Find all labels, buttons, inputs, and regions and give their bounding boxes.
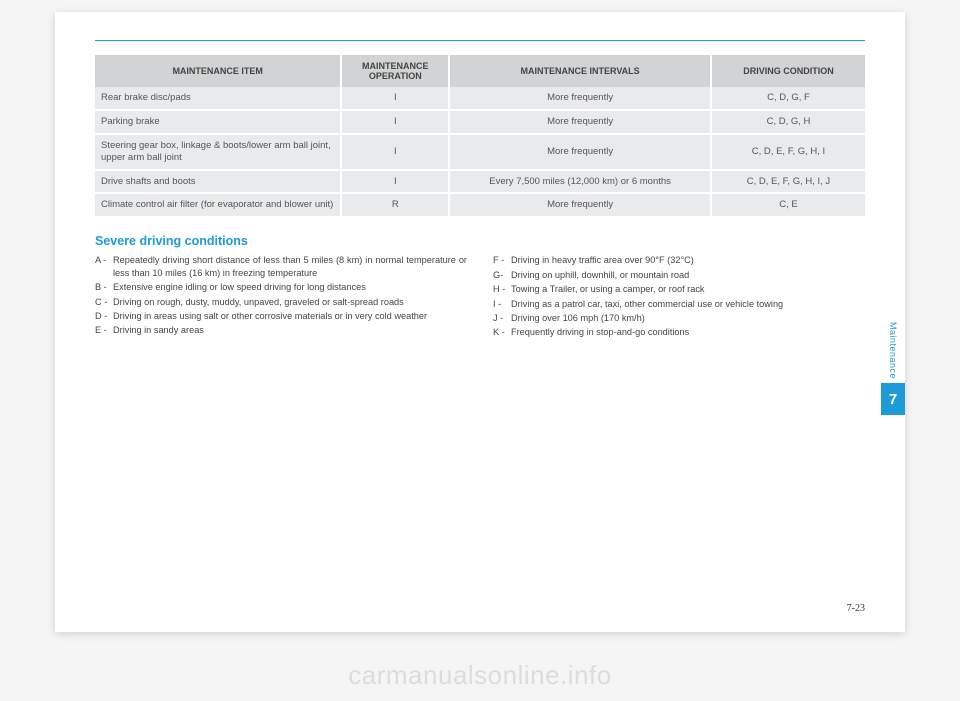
col-operation: MAINTENANCE OPERATION <box>341 55 449 87</box>
table-row: Steering gear box, linkage & boots/lower… <box>95 134 865 170</box>
page-number: 7-23 <box>847 603 865 614</box>
cond-label: I - <box>493 298 511 310</box>
section-title: Severe driving conditions <box>95 234 865 248</box>
cond-text: Driving in sandy areas <box>113 324 467 336</box>
conditions-right: F -Driving in heavy traffic area over 90… <box>493 254 865 341</box>
cell-op: I <box>341 170 449 194</box>
cond-text: Driving as a patrol car, taxi, other com… <box>511 298 865 310</box>
table-row: Rear brake disc/pads I More frequently C… <box>95 87 865 110</box>
cond-label: A - <box>95 254 113 279</box>
condition-item: K -Frequently driving in stop-and-go con… <box>493 326 865 338</box>
maintenance-table: MAINTENANCE ITEM MAINTENANCE OPERATION M… <box>95 55 865 218</box>
cond-text: Driving in heavy traffic area over 90°F … <box>511 254 865 266</box>
manual-page: MAINTENANCE ITEM MAINTENANCE OPERATION M… <box>55 12 905 632</box>
cell-interval: More frequently <box>449 134 711 170</box>
cond-text: Driving on rough, dusty, muddy, unpaved,… <box>113 296 467 308</box>
condition-item: D -Driving in areas using salt or other … <box>95 310 467 322</box>
cell-item: Parking brake <box>95 110 341 134</box>
cond-text: Extensive engine idling or low speed dri… <box>113 281 467 293</box>
cell-op: R <box>341 193 449 217</box>
cond-label: D - <box>95 310 113 322</box>
cell-op: I <box>341 110 449 134</box>
cond-text: Repeatedly driving short distance of les… <box>113 254 467 279</box>
cell-interval: More frequently <box>449 87 711 110</box>
cell-item: Climate control air filter (for evaporat… <box>95 193 341 217</box>
cell-item: Drive shafts and boots <box>95 170 341 194</box>
watermark: carmanualsonline.info <box>0 660 960 691</box>
side-tab: Maintenance 7 <box>881 322 905 415</box>
condition-item: H -Towing a Trailer, or using a camper, … <box>493 283 865 295</box>
cond-label: F - <box>493 254 511 266</box>
col-condition: DRIVING CONDITION <box>711 55 865 87</box>
table-row: Parking brake I More frequently C, D, G,… <box>95 110 865 134</box>
cond-label: K - <box>493 326 511 338</box>
table-header-row: MAINTENANCE ITEM MAINTENANCE OPERATION M… <box>95 55 865 87</box>
cond-label: H - <box>493 283 511 295</box>
condition-item: I -Driving as a patrol car, taxi, other … <box>493 298 865 310</box>
cond-text: Driving in areas using salt or other cor… <box>113 310 467 322</box>
condition-item: F -Driving in heavy traffic area over 90… <box>493 254 865 266</box>
cond-label: E - <box>95 324 113 336</box>
cell-cond: C, E <box>711 193 865 217</box>
cell-cond: C, D, G, F <box>711 87 865 110</box>
conditions-left: A -Repeatedly driving short distance of … <box>95 254 467 341</box>
conditions-columns: A -Repeatedly driving short distance of … <box>95 254 865 341</box>
cond-text: Driving over 106 mph (170 km/h) <box>511 312 865 324</box>
cell-op: I <box>341 134 449 170</box>
table-body: Rear brake disc/pads I More frequently C… <box>95 87 865 217</box>
cell-cond: C, D, E, F, G, H, I <box>711 134 865 170</box>
cond-label: C - <box>95 296 113 308</box>
col-item: MAINTENANCE ITEM <box>95 55 341 87</box>
chapter-tab: 7 <box>881 383 905 415</box>
header-rule <box>95 40 865 41</box>
cell-item: Rear brake disc/pads <box>95 87 341 110</box>
cell-item: Steering gear box, linkage & boots/lower… <box>95 134 341 170</box>
condition-item: A -Repeatedly driving short distance of … <box>95 254 467 279</box>
cell-interval: More frequently <box>449 110 711 134</box>
cond-text: Towing a Trailer, or using a camper, or … <box>511 283 865 295</box>
condition-item: G-Driving on uphill, downhill, or mounta… <box>493 269 865 281</box>
table-row: Climate control air filter (for evaporat… <box>95 193 865 217</box>
col-intervals: MAINTENANCE INTERVALS <box>449 55 711 87</box>
condition-item: E -Driving in sandy areas <box>95 324 467 336</box>
cond-label: G- <box>493 269 511 281</box>
cell-interval: More frequently <box>449 193 711 217</box>
condition-item: B -Extensive engine idling or low speed … <box>95 281 467 293</box>
cond-text: Driving on uphill, downhill, or mountain… <box>511 269 865 281</box>
cond-label: B - <box>95 281 113 293</box>
table-row: Drive shafts and boots I Every 7,500 mil… <box>95 170 865 194</box>
cond-text: Frequently driving in stop-and-go condit… <box>511 326 865 338</box>
side-label: Maintenance <box>888 322 898 379</box>
condition-item: J -Driving over 106 mph (170 km/h) <box>493 312 865 324</box>
cell-op: I <box>341 87 449 110</box>
condition-item: C -Driving on rough, dusty, muddy, unpav… <box>95 296 467 308</box>
cell-interval: Every 7,500 miles (12,000 km) or 6 month… <box>449 170 711 194</box>
cond-label: J - <box>493 312 511 324</box>
cell-cond: C, D, G, H <box>711 110 865 134</box>
cell-cond: C, D, E, F, G, H, I, J <box>711 170 865 194</box>
